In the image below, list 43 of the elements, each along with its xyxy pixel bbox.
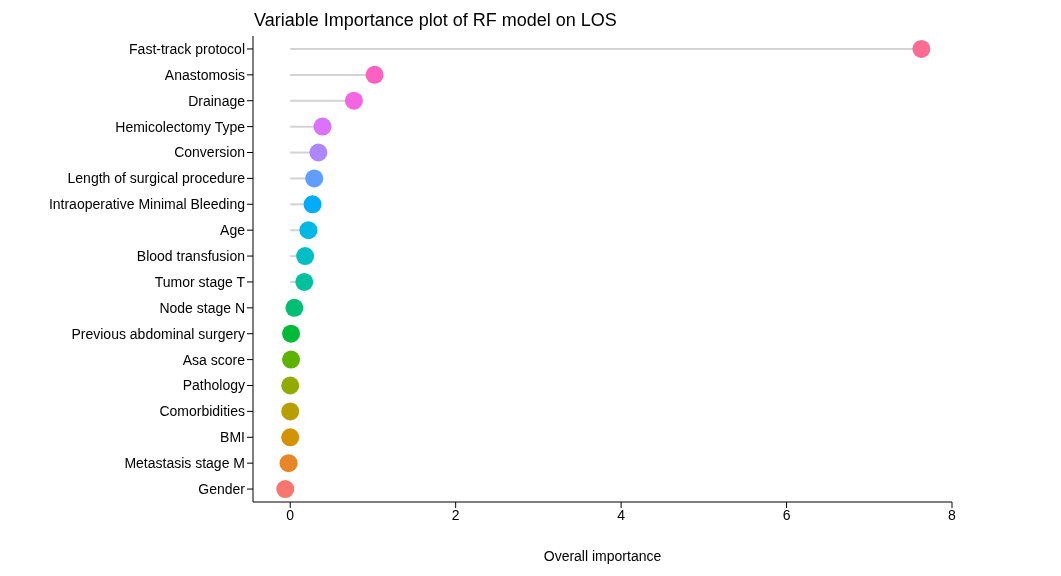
y-tick-label: Drainage [188, 92, 246, 109]
point [281, 402, 300, 421]
y-tick-label: Comorbidities [159, 403, 245, 420]
y-tick-label: Fast-track protocol [129, 40, 245, 57]
x-tick-label: 8 [948, 506, 957, 523]
y-tick-label: Blood transfusion [136, 248, 245, 265]
point [282, 324, 301, 343]
x-tick-label: 2 [451, 506, 460, 523]
point [912, 39, 931, 58]
point [296, 247, 315, 266]
y-tick-label: Previous abdominal surgery [71, 325, 245, 342]
y-tick-label: Hemicolectomy Type [115, 118, 246, 135]
point [281, 428, 300, 447]
point [282, 350, 301, 369]
y-tick-label: Intraoperative Minimal Bleeding [48, 196, 245, 213]
point [281, 376, 300, 395]
point [303, 195, 322, 214]
point [285, 298, 304, 317]
y-tick-label: Asa score [182, 351, 246, 368]
point [305, 169, 324, 188]
x-tick-label: 6 [782, 506, 791, 523]
y-tick-label: Anastomosis [164, 66, 245, 83]
point [365, 65, 384, 84]
point [295, 272, 314, 291]
y-tick-label: Length of surgical procedure [67, 170, 246, 187]
y-tick-label: Pathology [182, 377, 245, 394]
x-tick-label: 0 [286, 506, 295, 523]
point [279, 454, 298, 473]
x-axis-title: Overall importance [542, 548, 663, 564]
y-tick-label: Age [220, 222, 246, 239]
y-tick-label: Metastasis stage M [124, 455, 245, 472]
point [309, 143, 328, 162]
point [344, 91, 363, 110]
x-tick-label: 4 [617, 506, 626, 523]
chart-title: Variable Importance plot of RF model on LOS [254, 10, 617, 31]
y-tick-label: Tumor stage T [154, 273, 246, 290]
y-tick-label: Conversion [174, 144, 245, 161]
y-tick-label: BMI [220, 429, 245, 446]
y-tick-label: Node stage N [159, 299, 245, 316]
point [276, 480, 295, 499]
point [313, 117, 332, 136]
point [299, 221, 318, 240]
y-tick-label: Gender [198, 481, 246, 498]
